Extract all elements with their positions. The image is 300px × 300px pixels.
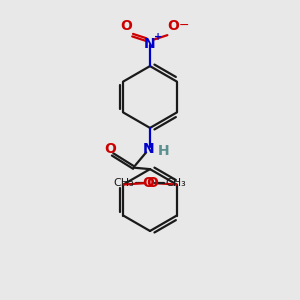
- Text: O: O: [104, 142, 116, 156]
- Text: −: −: [178, 19, 189, 32]
- Text: H: H: [158, 144, 169, 158]
- Text: O: O: [146, 176, 158, 190]
- Text: O: O: [121, 19, 132, 33]
- Text: O: O: [142, 176, 154, 190]
- Text: CH₃: CH₃: [166, 178, 187, 188]
- Text: CH₃: CH₃: [113, 178, 134, 188]
- Text: O: O: [168, 19, 179, 33]
- Text: N: N: [143, 142, 154, 155]
- Text: N: N: [144, 37, 156, 51]
- Text: +: +: [154, 32, 162, 42]
